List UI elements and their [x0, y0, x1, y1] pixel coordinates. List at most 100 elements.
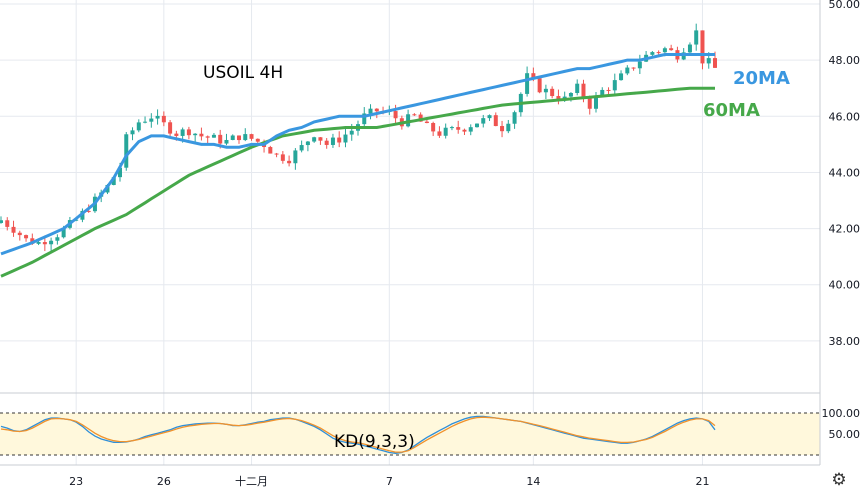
candle-body: [193, 133, 198, 136]
price-tick-label: 50.00: [829, 0, 861, 11]
candle-body: [393, 111, 398, 119]
candle-body: [706, 58, 711, 64]
candle-body: [168, 122, 173, 134]
candle-body: [36, 242, 41, 244]
price-tick-label: 46.00: [829, 110, 861, 123]
candle-body: [612, 80, 617, 91]
candle-body: [713, 58, 717, 68]
candle-body: [305, 141, 310, 146]
candle-body: [525, 73, 530, 94]
grid-lines: [0, 0, 820, 465]
ma60-line: [0, 86, 715, 278]
candle-body: [487, 115, 492, 119]
candle-body: [600, 89, 605, 96]
candle-body: [556, 96, 561, 100]
candle-body: [575, 83, 580, 93]
ma60-label: 60MA: [703, 100, 760, 121]
time-tick-label: 26: [157, 475, 171, 488]
candle-body: [456, 127, 461, 130]
candle-body: [500, 126, 505, 132]
candle-body: [161, 115, 166, 123]
candle-body: [136, 122, 141, 131]
candle-body: [17, 232, 22, 236]
candle-body: [61, 227, 66, 238]
candle-body: [5, 220, 10, 227]
candle-body: [656, 52, 661, 54]
candle-body: [431, 123, 436, 132]
candle-body: [543, 88, 548, 93]
candle-body: [606, 89, 611, 91]
candle-body: [581, 83, 586, 99]
candle-body: [449, 127, 454, 129]
candle-body: [312, 137, 317, 142]
ma20-label: 20MA: [733, 68, 790, 89]
candle-body: [11, 226, 16, 233]
candle-body: [299, 145, 304, 151]
kd-label: KD(9,3,3): [334, 432, 415, 452]
candle-body: [631, 67, 636, 69]
candle-body: [437, 131, 442, 136]
candle-body: [293, 150, 298, 164]
candle-body: [537, 78, 542, 93]
candle-body: [274, 153, 279, 155]
candle-body: [493, 115, 498, 127]
candle-body: [468, 127, 473, 132]
candle-body: [318, 137, 323, 141]
candle-body: [111, 177, 116, 185]
candle-body: [230, 135, 235, 140]
candle-body: [330, 137, 335, 145]
candle-body: [700, 30, 705, 64]
price-tick-label: 40.00: [829, 279, 861, 292]
gear-icon[interactable]: ⚙: [831, 470, 847, 490]
candle-body: [650, 52, 655, 55]
candle-body: [42, 242, 47, 245]
candle-body: [694, 30, 699, 45]
symbol-label: USOIL 4H: [203, 63, 283, 83]
candle-body: [24, 235, 29, 239]
candlestick-series: [0, 23, 717, 252]
time-tick-label: 十二月: [235, 474, 268, 488]
kd-d-line: [0, 416, 716, 453]
candle-body: [481, 118, 486, 124]
candle-body: [662, 48, 667, 53]
candle-body: [587, 98, 592, 109]
candle-body: [199, 133, 204, 137]
candle-body: [337, 137, 342, 143]
candle-body: [324, 140, 329, 145]
candle-body: [406, 114, 411, 127]
candle-body: [205, 136, 210, 138]
candle-body: [124, 134, 129, 168]
candle-body: [512, 112, 517, 124]
candle-body: [343, 134, 348, 143]
candle-body: [669, 48, 674, 51]
candle-body: [143, 121, 148, 123]
candle-body: [625, 67, 630, 74]
candle-body: [118, 167, 122, 178]
time-tick-label: 23: [69, 475, 83, 488]
candle-body: [249, 134, 254, 139]
time-tick-label: 14: [526, 475, 540, 488]
candle-body: [568, 92, 573, 97]
candle-body: [55, 237, 60, 241]
price-axis: 38.00 40.00 42.00 44.00 46.00 48.00 50.00 50.00…: [822, 0, 861, 441]
candle-body: [362, 113, 367, 125]
kd-k-line: [0, 415, 716, 454]
candle-body: [180, 129, 185, 136]
kd-tick-label: 100.00: [822, 407, 861, 420]
candle-body: [368, 108, 373, 114]
candle-body: [418, 114, 423, 122]
candle-body: [155, 115, 160, 119]
candle-body: [0, 220, 3, 223]
candle-body: [268, 147, 273, 154]
price-tick-label: 38.00: [829, 335, 861, 348]
candle-body: [255, 138, 260, 142]
candle-body: [218, 134, 223, 144]
candle-body: [237, 135, 241, 141]
candle-body: [186, 129, 191, 136]
candle-body: [86, 210, 91, 212]
candle-body: [130, 130, 135, 135]
time-tick-label: 21: [695, 475, 709, 488]
candle-body: [424, 121, 429, 124]
candle-body: [475, 123, 479, 128]
